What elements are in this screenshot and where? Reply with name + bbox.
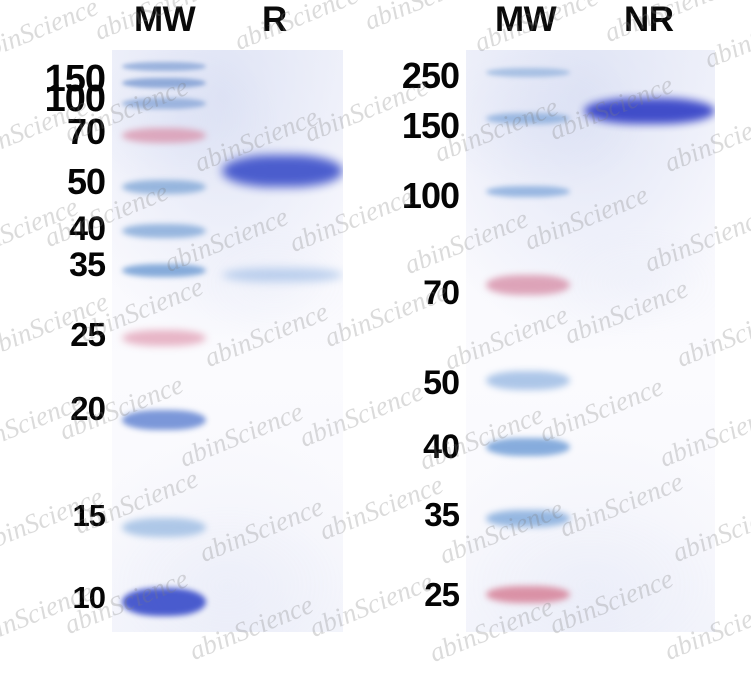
watermark-text: abinScience [230,0,363,56]
mw-marker-label-70: 70 [423,274,460,312]
ladder-band-100kda [486,186,570,197]
mw-marker-label-150: 150 [401,105,460,146]
mw-marker-label-150: 150 [44,58,106,100]
mw-marker-label-20: 20 [70,390,106,427]
ladder-band-35kda [486,510,570,527]
ladder-band-150kda [486,113,570,124]
lane-header-nr: NR [624,0,674,39]
ladder-band-100kda [122,98,206,109]
ladder-band-250kda [122,62,206,71]
mw-marker-label-50: 50 [66,161,106,202]
ladder-band-40kda [486,438,570,456]
ladder-band-35kda [122,264,206,277]
ladder-band-10kda [122,588,206,616]
mw-marker-label-40: 40 [69,210,106,248]
mw-marker-label-15: 15 [72,498,106,533]
ladder-band-25kda [486,586,570,603]
mw-marker-label-35: 35 [424,496,460,533]
ladder-band-150kda [122,78,206,88]
mw-marker-label-70: 70 [66,111,106,152]
mw-marker-label-250: 250 [401,55,460,96]
lane-header-mw: MW [134,0,196,39]
lane-header-r: R [262,0,287,39]
mw-marker-label-35: 35 [69,246,106,284]
non-reduced-gel-panel [466,50,715,632]
sample-band-lane-r-0 [222,155,343,187]
mw-marker-label-100: 100 [44,78,106,120]
sample-band-lane-nr-0 [584,98,715,124]
ladder-band-15kda [122,518,206,537]
ladder-band-70kda [486,275,570,295]
mw-marker-label-25: 25 [424,576,460,613]
reduced-gel-panel [112,50,343,632]
ladder-band-50kda [486,371,570,390]
ladder-band-250kda [486,68,570,77]
mw-marker-label-25: 25 [70,316,106,353]
mw-marker-label-50: 50 [423,364,460,402]
watermark-text: abinScience [360,0,493,37]
mw-marker-label-10: 10 [72,580,106,615]
lane-header-mw: MW [495,0,557,39]
mw-marker-label-40: 40 [423,428,460,466]
ladder-band-50kda [122,180,206,194]
mw-marker-label-100: 100 [401,175,460,216]
ladder-band-25kda [122,330,206,346]
sample-band-lane-r-1 [222,268,343,282]
ladder-band-70kda [122,128,206,143]
ladder-band-20kda [122,410,206,430]
gel-texture [466,50,715,632]
gel-background [466,50,715,632]
ladder-band-40kda [122,224,206,238]
